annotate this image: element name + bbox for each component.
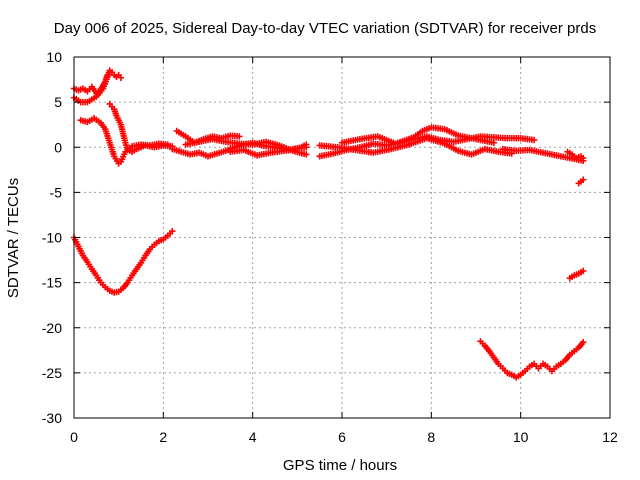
series-track-k (338, 124, 498, 147)
series-track-m (564, 148, 587, 162)
series-track-p (477, 338, 587, 381)
y-tick-label: 10 (46, 49, 62, 65)
data-point (580, 267, 587, 275)
series-track-g (182, 135, 310, 158)
data-point (530, 136, 538, 144)
series-track-n (575, 176, 587, 187)
data-point (303, 141, 310, 148)
series-track-h (227, 141, 310, 159)
x-tick-label: 8 (427, 429, 435, 445)
y-tick-label: 0 (54, 139, 62, 155)
series-track-o (70, 227, 176, 296)
y-tick-label: -20 (42, 320, 62, 336)
data-point (169, 227, 176, 235)
data-point (580, 176, 587, 183)
x-tick-label: 10 (513, 429, 529, 445)
y-tick-label: 5 (54, 94, 62, 110)
y-tick-label: -25 (42, 365, 62, 381)
tick-layer: 0 2 4 6 8 10 12 10 5 0 -5 -10 -15 -20 -25 -30 (42, 49, 618, 445)
data-point (117, 74, 125, 81)
data-point (236, 133, 243, 140)
y-tick-label: -30 (42, 410, 62, 426)
x-tick-label: 4 (249, 429, 257, 445)
x-tick-label: 6 (338, 429, 346, 445)
grid-layer (74, 57, 610, 418)
chart-title: Day 006 of 2025, Sidereal Day-to-day VTE… (54, 20, 596, 37)
series-track-b (70, 67, 125, 106)
x-tick-label: 0 (70, 429, 78, 445)
data-point (490, 139, 498, 146)
data-point (303, 151, 310, 158)
x-axis-label: GPS time / hours (283, 457, 397, 474)
y-tick-label: -10 (42, 230, 62, 246)
series-track-q (566, 267, 587, 282)
data-point (580, 154, 587, 162)
series-track-d (106, 100, 176, 155)
y-tick-label: -5 (50, 184, 63, 200)
y-axis-label: SDTVAR / TECUs (5, 178, 22, 298)
data-point (580, 338, 587, 346)
series-track-j (316, 135, 515, 158)
series-layer (70, 67, 587, 381)
y-tick-label: -15 (42, 275, 62, 291)
x-tick-label: 2 (159, 429, 167, 445)
x-tick-label: 12 (602, 429, 618, 445)
